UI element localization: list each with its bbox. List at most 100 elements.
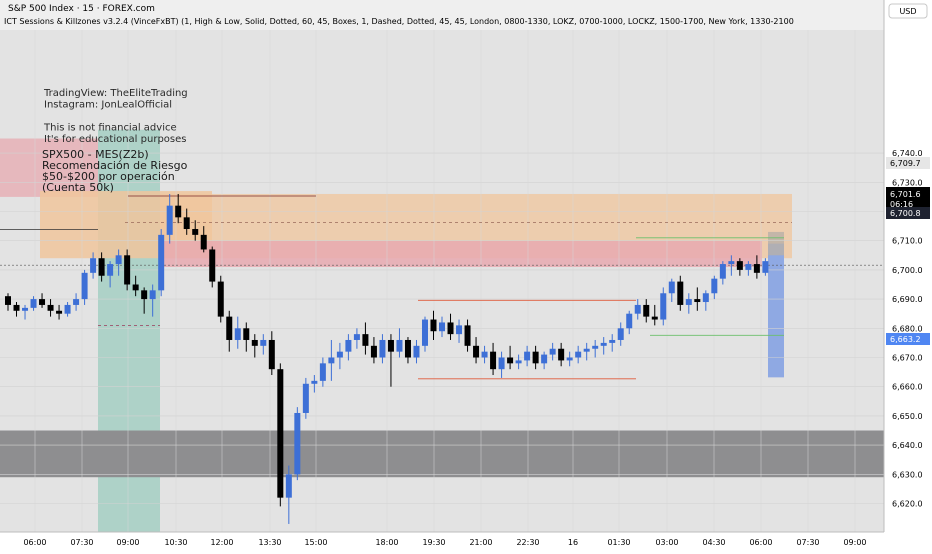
candle-body [490,351,497,370]
watermark-line: SPX500 - MES(Z2b) [42,148,149,161]
target-cap [768,231,784,256]
candle-body [345,339,352,352]
candle-body [592,345,599,349]
price-badges: 6,709.7 6,701.6 06:16 6,700.8 6,663.2 [886,157,930,345]
session-zones [0,129,884,533]
candlesticks [5,193,769,524]
time-tick-label: 12:00 [210,538,233,547]
time-tick-label: 01:30 [607,538,630,547]
candle-body [677,281,684,305]
candle-body [328,357,335,364]
candle-body [609,339,616,343]
candle-body [47,304,54,311]
gray-zone [0,430,884,478]
price-tick-label: 6,710.0 [892,237,923,246]
dark-level-badge [886,207,930,219]
candle-body [243,328,250,340]
candle-body [226,316,233,340]
indicator-legend[interactable]: ICT Sessions & Killzones v3.2.4 (VinceFx… [4,17,794,26]
candle-body [396,339,403,352]
candle-body [200,234,207,250]
candle-body [643,304,650,317]
candle-body [651,316,658,320]
candle-body [98,258,105,276]
price-tick-label: 6,690.0 [892,295,923,304]
candle-body [183,217,190,230]
time-tick-label: 03:00 [655,538,678,547]
candle-body [294,412,301,475]
pink-zone-left [0,138,98,197]
candle-body [311,380,318,384]
candle-body [430,319,437,332]
price-tick-label: 6,700.0 [892,266,923,275]
candle-body [685,299,692,305]
candle-body [22,307,29,311]
candle-body [694,299,701,303]
candle-body [404,339,411,358]
watermark-line: TradingView: TheEliteTrading [43,88,188,99]
candle-body [558,348,565,361]
time-tick-label: 06:00 [23,538,46,547]
candle-body [473,345,480,358]
price-axis[interactable] [884,0,932,550]
candle-body [421,319,428,346]
candle-body [336,351,343,358]
candle-body [277,369,284,498]
candle-body [353,334,360,340]
candle-body [234,328,241,340]
time-tick-label: 07:30 [70,538,93,547]
dark-level-label: 6,700.8 [890,209,921,218]
countdown-label: 06:16 [890,200,913,209]
candle-body [209,249,216,282]
time-axis[interactable] [0,532,884,550]
candle-body [64,304,71,314]
candle-body [617,328,624,340]
blue-level-badge [886,333,930,345]
candle-body [728,261,735,265]
candle-body [498,357,505,370]
watermark-line: (Cuenta 50k) [42,181,114,194]
candle-body [575,351,582,358]
price-tick-label: 6,630.0 [892,470,923,479]
candle-body [711,278,718,294]
candle-body [507,357,514,364]
candle-body [217,281,224,317]
watermark-line: Recomendación de Riesgo [42,159,188,172]
candle-body [192,229,199,235]
time-tick-label: 06:00 [749,538,772,547]
candle-body [668,281,675,294]
price-tick-label: 6,650.0 [892,412,923,421]
symbol-title[interactable]: S&P 500 Index · 15 · FOREX.com [8,4,155,14]
candle-body [39,299,46,305]
blue-level-label: 6,663.2 [890,335,921,344]
candle-body [158,234,165,291]
price-tick-labels: 6,620.0 6,630.0 6,640.0 6,650.0 6,660.0 6,670… [892,149,923,508]
candle-body [464,325,471,346]
price-tick-label: 6,640.0 [892,441,923,450]
price-tick-label: 6,730.0 [892,178,923,187]
candle-body [745,264,752,270]
candle-body [73,299,80,305]
time-tick-label: 16 [568,538,578,547]
price-tick-label: 6,670.0 [892,354,923,363]
currency-button[interactable] [888,3,928,19]
candle-body [260,339,267,346]
time-tick-label: 09:00 [116,538,139,547]
candle-body [702,293,709,303]
candle-body [566,357,573,361]
pink-zone [160,240,762,267]
candle-body [132,284,139,291]
candle-body [413,345,420,358]
candle-body [626,313,633,329]
candle-body [81,272,88,300]
time-tick-label: 07:30 [796,538,819,547]
candle-body [379,339,386,358]
candle-body [541,354,548,364]
candle-body [5,296,11,305]
candle-body [115,255,122,265]
time-tick-label: 04:30 [702,538,725,547]
candle-body [362,334,369,346]
candle-body [600,342,607,346]
